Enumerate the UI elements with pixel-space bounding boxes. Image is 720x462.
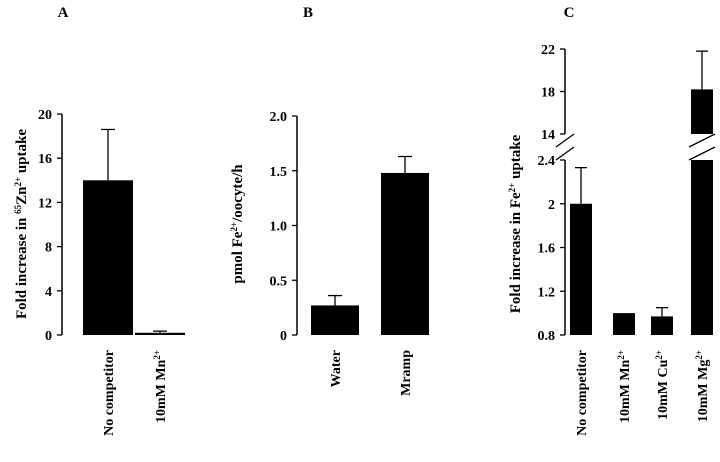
c-category-label: 10mM Mg2+ [694, 350, 711, 422]
panel-label-b: B [303, 5, 313, 21]
c-ytick-label: 18 [541, 86, 555, 101]
c-bar [651, 316, 673, 335]
c-bar-break-mark [688, 133, 716, 148]
b-category-label: Water [329, 350, 344, 387]
a-ytick-label: 4 [45, 285, 52, 300]
c-ytick-label: 1.2 [538, 285, 556, 300]
c-bar [613, 313, 635, 335]
a-ytick-label: 0 [45, 329, 52, 344]
b-bar [381, 172, 429, 335]
b-y-axis-label: pmol Fe2+/oocyte/h [229, 164, 246, 284]
a-ytick-label: 12 [38, 196, 52, 211]
b-ytick-label: 1.0 [270, 220, 288, 235]
c-bar [570, 203, 592, 335]
b-ytick-label: 0.5 [270, 274, 288, 289]
a-ytick-label: 16 [38, 152, 52, 167]
b-bar [311, 305, 359, 335]
c-ytick-label: 1.6 [538, 242, 556, 257]
c-category-label: 10mM Mn2+ [616, 350, 633, 423]
a-ytick-label: 20 [38, 108, 52, 123]
a-ytick-label: 8 [45, 241, 52, 256]
c-axis-break-mark [555, 133, 575, 148]
a-bar [135, 332, 185, 335]
c-axis-break-mark [555, 146, 575, 161]
c-ytick-label: 2.4 [538, 154, 556, 169]
a-y-axis-label: Fold increase in 65Zn2+ uptake [13, 129, 30, 319]
c-y-axis-label: Fold increase in Fe2+ uptake [507, 134, 524, 313]
b-ytick-label: 1.5 [270, 165, 288, 180]
c-ytick-label: 0.8 [538, 329, 556, 344]
b-ytick-label: 2.0 [270, 110, 288, 125]
c-ytick-label: 2 [548, 198, 555, 213]
b-ytick-label: 0 [280, 329, 287, 344]
a-category-label: No competitor [102, 350, 117, 436]
a-category-label: 10mM Mn2+ [152, 350, 169, 423]
c-bar-break-mark [688, 146, 716, 161]
b-category-label: Mramp [399, 350, 414, 396]
panel-label-a: A [58, 5, 69, 21]
c-category-label: 10mM Cu2+ [654, 350, 671, 420]
c-bar-upper [691, 89, 713, 134]
c-ytick-label: 14 [541, 128, 555, 143]
panel-label-c: C [564, 5, 575, 21]
c-bar [691, 160, 713, 335]
c-category-label: No competitor [575, 350, 590, 436]
a-bar [83, 180, 133, 335]
c-ytick-label: 22 [541, 43, 555, 58]
